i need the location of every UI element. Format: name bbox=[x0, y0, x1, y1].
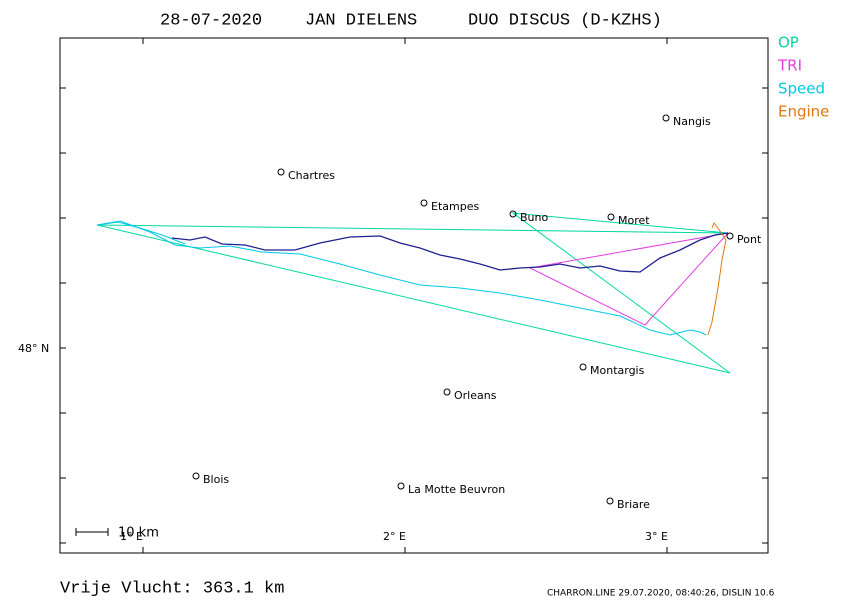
town-marker bbox=[607, 213, 615, 221]
scale-label: 10 km bbox=[118, 526, 159, 541]
engine-line bbox=[707, 221, 727, 336]
legend-label: OP bbox=[778, 34, 799, 52]
town-label: Nangis bbox=[673, 115, 711, 128]
title-aircraft: DUO DISCUS (D-KZHS) bbox=[468, 11, 662, 30]
footer: CHARRON.LINE 29.07.2020, 08:40:26, DISLI… bbox=[547, 589, 775, 599]
town-label: Pont bbox=[737, 233, 762, 246]
town-label: Moret bbox=[618, 214, 650, 227]
town-label: Montargis bbox=[590, 364, 645, 377]
town-label: Chartres bbox=[288, 169, 335, 182]
x-axis-label: 1° E bbox=[120, 530, 143, 543]
flight-track bbox=[171, 232, 729, 273]
ticks bbox=[60, 38, 768, 553]
towns: Nangis Chartres Etampes Buno Moret Pont Montar… bbox=[192, 114, 762, 511]
town-marker bbox=[662, 114, 670, 122]
legend-label: Speed bbox=[778, 80, 825, 98]
speed-line-start bbox=[96, 221, 186, 245]
town-marker bbox=[579, 363, 587, 371]
town-label: Buno bbox=[520, 211, 548, 224]
distance: Vrije Vlucht: 363.1 km bbox=[60, 579, 284, 598]
op-line bbox=[96, 212, 731, 374]
tri-line bbox=[528, 232, 729, 326]
title-date: 28-07-2020 bbox=[160, 11, 262, 30]
x-axis-label: 3° E bbox=[645, 530, 668, 543]
town-marker bbox=[443, 388, 451, 396]
x-axis-label: 2° E bbox=[383, 530, 406, 543]
title-pilot: JAN DIELENS bbox=[305, 11, 417, 30]
speed-line bbox=[96, 220, 707, 336]
town-marker bbox=[606, 497, 614, 505]
town-marker bbox=[192, 472, 200, 480]
legend-label: TRI bbox=[777, 57, 802, 75]
town-marker bbox=[509, 210, 517, 218]
legend: OP TRI Speed Engine bbox=[777, 34, 829, 121]
town-marker bbox=[726, 232, 734, 240]
town-marker bbox=[420, 199, 428, 207]
town-label: La Motte Beuvron bbox=[408, 483, 505, 496]
y-axis-label: 48° N bbox=[18, 342, 49, 355]
town-marker bbox=[277, 168, 285, 176]
town-marker bbox=[397, 482, 405, 490]
town-label: Etampes bbox=[431, 200, 479, 213]
frame bbox=[59, 37, 769, 554]
town-label: Briare bbox=[617, 498, 650, 511]
legend-label: Engine bbox=[778, 103, 829, 121]
town-label: Orleans bbox=[454, 389, 497, 402]
town-label: Blois bbox=[203, 473, 229, 486]
